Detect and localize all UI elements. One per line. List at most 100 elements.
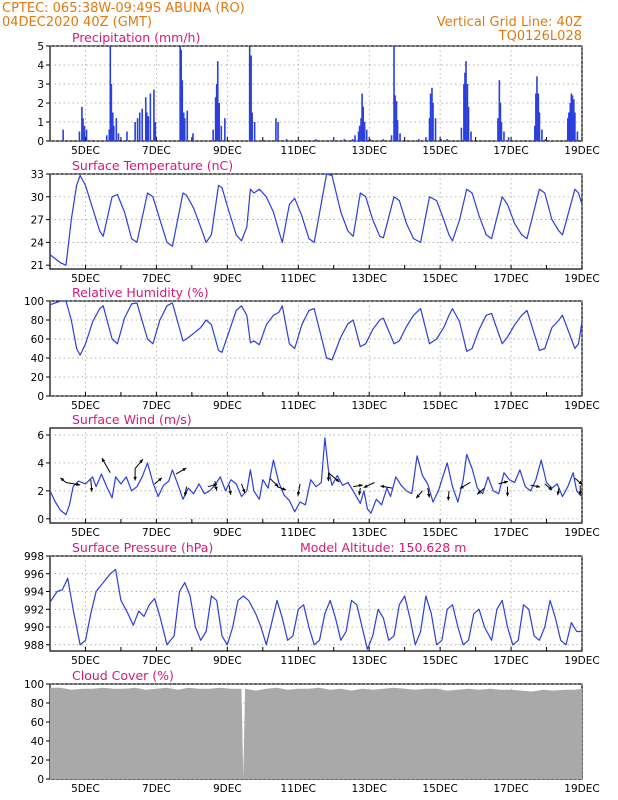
precip-bar [394, 95, 396, 141]
precip-bar [144, 97, 147, 141]
cloud-y-tick-label: 80 [31, 698, 44, 710]
wind-arrow-head [183, 492, 188, 497]
temperature-series-line [49, 173, 583, 266]
humidity-y-tick-label: 60 [31, 334, 44, 346]
wind-x-tick-label: 9DEC [213, 527, 242, 539]
humidity-x-tick-label: 11DEC [281, 400, 316, 412]
precipitation-y-tick-label: 1 [37, 117, 44, 129]
precip-bar [149, 93, 152, 141]
cloud-x-tick-label: 13DEC [351, 783, 386, 795]
temperature-y-tick-label: 27 [31, 215, 44, 227]
wind-arrow [183, 486, 188, 497]
wind-arrow-head [505, 492, 510, 497]
precip-bar [440, 139, 442, 141]
precipitation-panel: 0 1 2 3 4 5 5DEC 7DEC 9DEC 11DEC 13DEC 15DEC 17DEC 19… [37, 30, 599, 157]
precipitation-y-tick-label: 0 [37, 136, 44, 148]
precip-bar [181, 80, 184, 141]
cloud-panel: 0 20 40 60 80 100 5DEC 7DEC 9DEC 11DEC 13DEC 15DEC 1… [24, 668, 600, 795]
cloud-x-tick-label: 11DEC [281, 783, 316, 795]
pressure-x-tick-label: 15DEC [422, 655, 457, 667]
precip-bar [285, 139, 288, 141]
precip-bar [82, 118, 84, 141]
precip-bar [117, 133, 120, 141]
precip-bar [357, 131, 360, 141]
precipitation-x-tick-label: 11DEC [281, 145, 316, 157]
wind-arrow [101, 457, 111, 473]
wind-arrow-head [241, 488, 246, 493]
wind-arrow-head [459, 485, 464, 489]
precipitation-title: Precipitation (mm/h) [72, 30, 200, 45]
wind-arrow-head [326, 477, 331, 482]
humidity-title: Relative Humidity (%) [72, 285, 209, 300]
precip-bar [567, 118, 569, 141]
precip-bar [192, 133, 194, 141]
precip-bar [390, 135, 393, 141]
wind-arrow [154, 477, 163, 485]
precip-bar [248, 46, 251, 141]
precip-bar [534, 125, 536, 141]
temperature-x-tick-label: 9DEC [213, 273, 242, 285]
precip-bar [358, 125, 361, 141]
wind-arrow [89, 479, 94, 492]
pressure-y-tick-label: 992 [24, 604, 44, 616]
wind-x-tick-label: 15DEC [422, 527, 457, 539]
wind-arrow [133, 468, 137, 481]
precipitation-x-tick-label: 13DEC [351, 145, 386, 157]
precip-bar [503, 131, 505, 141]
wind-arrow-head [504, 480, 508, 484]
precip-bar [62, 129, 64, 141]
wind-y-tick-label: 6 [37, 430, 44, 442]
pressure-x-tick-label: 19DEC [564, 655, 599, 667]
pressure-x-tick-label: 5DEC [71, 655, 100, 667]
panels: 0 1 2 3 4 5 5DEC 7DEC 9DEC 11DEC 13DEC 15DEC 17DEC 19… [24, 30, 600, 795]
wind-x-tick-label: 13DEC [351, 527, 386, 539]
humidity-y-tick-label: 40 [31, 353, 44, 365]
header-grid-note: Vertical Grid Line: 40Z [437, 15, 582, 30]
wind-arrow [353, 483, 363, 488]
pressure-y-tick-label: 990 [24, 622, 44, 634]
precip-bar [369, 139, 372, 141]
precip-bar [538, 112, 541, 141]
precip-bar [250, 55, 252, 141]
precip-bar [220, 125, 223, 141]
wind-arrow [134, 459, 144, 469]
precip-bar [315, 139, 317, 141]
precip-bar [382, 139, 385, 141]
wind-panel: 0 2 4 6 5DEC 7DEC 9DEC 11DEC 13DEC 15DEC 17DEC 19DE… [37, 412, 599, 539]
precip-bar [275, 118, 277, 141]
temperature-y-tick-label: 30 [31, 192, 44, 204]
pressure-annotation: Model Altitude: 150.628 m [300, 540, 466, 555]
wind-arrow-head [416, 494, 420, 499]
wind-frame [49, 427, 583, 524]
wind-arrow-head [158, 477, 162, 482]
precip-bar [544, 139, 547, 141]
precip-bar [138, 112, 141, 141]
wind-arrow-head [60, 477, 65, 482]
precip-bar [186, 110, 189, 141]
pressure-y-tick-label: 994 [24, 587, 44, 599]
precip-bar [460, 127, 463, 141]
wind-arrow [228, 485, 232, 495]
humidity-series-line [49, 300, 583, 361]
precip-bar [182, 112, 185, 141]
precip-bar [141, 108, 144, 141]
wind-arrow-head [182, 468, 187, 472]
precipitation-x-tick-label: 15DEC [422, 145, 457, 157]
humidity-x-tick-label: 9DEC [213, 400, 242, 412]
precip-bar [395, 101, 398, 141]
precip-bar [354, 135, 356, 141]
cloud-x-tick-label: 5DEC [71, 783, 100, 795]
cloud-title: Cloud Cover (%) [72, 668, 174, 683]
wind-arrow-head [548, 486, 553, 491]
precip-bar [153, 89, 155, 141]
pressure-y-tick-label: 988 [24, 640, 44, 652]
humidity-y-tick-label: 80 [31, 315, 44, 327]
humidity-x-tick-label: 13DEC [351, 400, 386, 412]
precip-bar [253, 122, 256, 141]
precip-bar [574, 112, 576, 141]
wind-arrow-head [214, 486, 218, 491]
precip-bar [393, 46, 395, 141]
precip-bar [81, 106, 83, 141]
precip-bar [434, 118, 437, 141]
precip-bar [396, 120, 399, 141]
